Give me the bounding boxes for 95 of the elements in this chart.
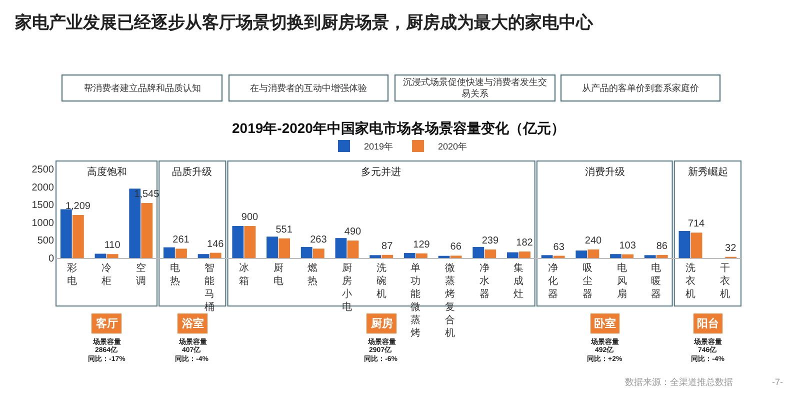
data-label: 261: [172, 234, 190, 246]
x-tick-label: 吸尘器: [582, 263, 592, 300]
y-tick-label: 1000: [32, 218, 54, 229]
text: 在与消费者的互动中增强体验: [250, 83, 367, 93]
x-tick-label: 冷柜: [100, 262, 112, 287]
data-label: 900: [241, 212, 258, 223]
text: 厨房: [370, 317, 393, 330]
bar: [610, 254, 622, 258]
data-label: 86: [656, 240, 668, 252]
data-label: 551: [276, 224, 293, 236]
x-tick-label: 电风扇: [616, 262, 627, 300]
bar: [541, 255, 553, 258]
data-label: 240: [584, 235, 602, 246]
x-tick-label: 厨电: [273, 263, 284, 287]
bar: [370, 255, 382, 258]
x-tick-label: 冰箱: [238, 262, 249, 287]
y-tick-label: 0: [48, 254, 54, 264]
data-label: 239: [482, 235, 499, 246]
bar: [690, 232, 702, 258]
legend-label: 2020年: [438, 142, 468, 152]
source-note: 数据来源：全渠道推总数据: [625, 377, 733, 387]
x-tick-label: 洗碗机: [376, 262, 386, 300]
bar: [678, 230, 690, 258]
bar: [472, 246, 484, 258]
bar: [484, 249, 496, 258]
x-tick-label: 净化器: [548, 262, 558, 300]
data-label: 110: [104, 240, 121, 252]
bar: [312, 248, 324, 258]
bar: [656, 254, 668, 258]
bar: [244, 226, 256, 258]
bar: [382, 254, 394, 258]
data-label: 63: [553, 242, 565, 253]
bar: [164, 247, 175, 258]
bar: [94, 254, 106, 258]
text: 帮消费者建立品牌和品质认知: [84, 83, 201, 93]
data-label: 182: [516, 238, 534, 249]
bar: [404, 253, 416, 258]
text: 客厅: [95, 317, 118, 330]
bar: [198, 254, 210, 258]
y-tick-label: 2500: [32, 164, 54, 176]
x-tick-label: 集成灶: [514, 262, 524, 300]
data-label: 66: [450, 242, 462, 253]
bar: [507, 252, 518, 258]
bar: [278, 238, 290, 258]
bar: [60, 209, 72, 258]
text: 浴室: [181, 317, 204, 330]
annotation: 品质升级: [172, 166, 212, 178]
x-tick-label: 干衣机: [720, 263, 730, 300]
annotation: 新秀崛起: [688, 166, 728, 178]
bar: [176, 248, 187, 258]
text: 卧室: [594, 317, 616, 330]
x-tick-label: 彩电: [67, 262, 78, 287]
bar: [519, 252, 530, 258]
bar: [106, 254, 118, 258]
bar: [210, 252, 222, 258]
text: -7-: [772, 377, 783, 387]
x-tick-label: 洗衣机: [685, 262, 696, 300]
data-label: 129: [413, 239, 430, 250]
chart-title: 2019年-2020年中国家电市场各场景容量变化（亿元）: [232, 120, 565, 136]
bar: [300, 246, 312, 258]
bar: [622, 254, 634, 258]
data-label: 87: [382, 240, 394, 252]
annotation: 消费升级: [585, 166, 625, 178]
data-label: 1,209: [65, 200, 91, 212]
text: 阳台: [697, 317, 719, 330]
data-label: 103: [619, 240, 636, 252]
bar: [588, 249, 600, 258]
text: 沉浸式场景促使快速与消费者发生交易关系: [403, 77, 547, 99]
x-tick-label: 电暖器: [651, 262, 662, 300]
bar: [141, 203, 153, 258]
y-tick-label: 1500: [32, 200, 54, 212]
data-label: 714: [688, 218, 706, 230]
text: 从产品的客单价到套系家庭价: [582, 83, 699, 93]
bar: [72, 214, 84, 258]
bar: [416, 253, 428, 258]
bar: [232, 226, 244, 258]
text: 家电产业发展已经逐步从客厅场景切换到厨房场景，厨房成为最大的家电中心: [14, 13, 594, 32]
bar: [644, 255, 656, 258]
x-tick-label: 电热: [170, 262, 180, 287]
bar: [576, 250, 588, 258]
data-label: 490: [344, 226, 362, 238]
bar: [266, 236, 278, 258]
x-tick-label: 空调: [136, 262, 146, 287]
annotation: 多元并进: [361, 166, 401, 178]
y-tick-label: 2000: [32, 182, 54, 194]
data-label: 146: [207, 238, 224, 250]
x-tick-label: 净水器: [479, 262, 490, 300]
bar: [335, 238, 347, 258]
annotation: 高度饱和: [87, 166, 127, 178]
bar: [347, 240, 359, 258]
data-label: 263: [310, 234, 328, 246]
legend-label: 2019年: [364, 142, 394, 152]
y-tick-label: 500: [37, 236, 54, 247]
data-label: 32: [725, 242, 737, 254]
x-tick-label: 燃热: [308, 262, 318, 287]
